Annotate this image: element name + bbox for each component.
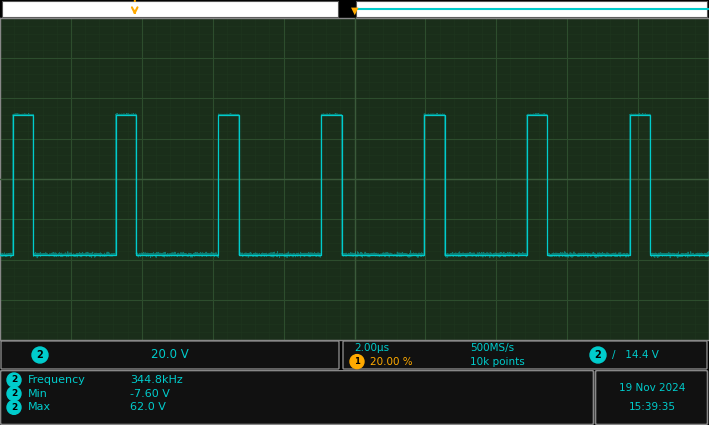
- Circle shape: [350, 354, 364, 368]
- Circle shape: [590, 347, 606, 363]
- Text: Max: Max: [28, 402, 51, 412]
- Text: 20.0 V: 20.0 V: [151, 348, 189, 362]
- Text: 2: 2: [595, 350, 601, 360]
- FancyBboxPatch shape: [596, 371, 708, 425]
- Text: 2: 2: [11, 389, 17, 398]
- Text: /   14.4 V: / 14.4 V: [612, 350, 659, 360]
- Circle shape: [7, 373, 21, 387]
- Text: 20.00 %: 20.00 %: [370, 357, 413, 367]
- Text: Frequency: Frequency: [28, 375, 86, 385]
- Text: T: T: [131, 0, 138, 4]
- Text: ◄: ◄: [0, 424, 1, 425]
- Text: 2: 2: [11, 376, 17, 385]
- Circle shape: [32, 347, 48, 363]
- FancyBboxPatch shape: [1, 371, 593, 425]
- Text: 15:39:35: 15:39:35: [628, 402, 676, 412]
- Text: 10k points: 10k points: [470, 357, 525, 367]
- FancyBboxPatch shape: [343, 341, 707, 369]
- Text: ▼: ▼: [351, 6, 359, 16]
- FancyBboxPatch shape: [1, 341, 339, 369]
- Text: 1: 1: [354, 357, 360, 366]
- Text: 2: 2: [11, 403, 17, 412]
- Text: 19 Nov 2024: 19 Nov 2024: [619, 382, 685, 393]
- Bar: [2, 1, 338, 17]
- Text: 62.0 V: 62.0 V: [130, 402, 166, 412]
- Text: 2: 2: [37, 350, 43, 360]
- Circle shape: [7, 387, 21, 401]
- Text: Min: Min: [28, 389, 48, 399]
- Circle shape: [7, 400, 21, 414]
- Text: -7.60 V: -7.60 V: [130, 389, 170, 399]
- Text: 500MS/s: 500MS/s: [470, 343, 514, 354]
- Text: 2.00μs: 2.00μs: [354, 343, 389, 354]
- Text: 344.8kHz: 344.8kHz: [130, 375, 183, 385]
- Bar: [356, 1, 707, 17]
